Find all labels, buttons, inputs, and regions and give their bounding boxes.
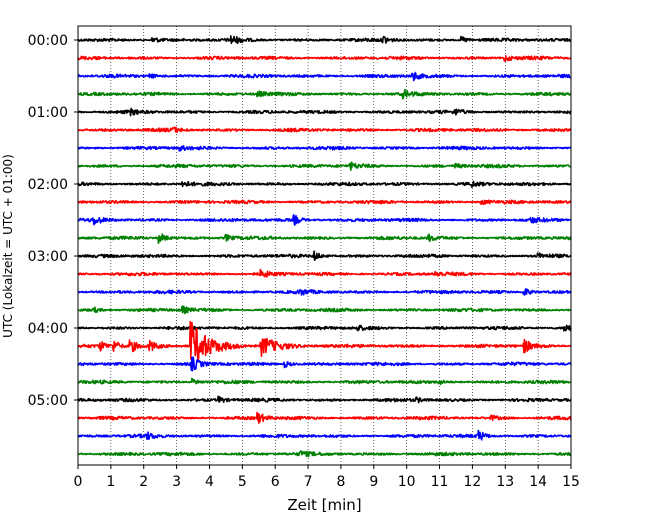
x-axis-label: Zeit [min]: [287, 496, 361, 514]
y-tick-label: 00:00: [28, 33, 68, 49]
trace-0015: [77, 55, 572, 63]
x-tick-label: 9: [369, 474, 378, 490]
trace-0545: [77, 450, 572, 458]
trace-0230: [77, 214, 572, 226]
trace-0200: [77, 180, 572, 188]
x-tick-label: 6: [271, 474, 280, 490]
x-tick-label: 7: [304, 474, 313, 490]
x-tick-label: 0: [74, 474, 83, 490]
x-ticks: 0 1 2 3 4 5 6 7 8 9 10 11 12 13 14 15: [74, 465, 580, 490]
trace-0315: [77, 268, 572, 278]
x-tick-label: 14: [529, 474, 547, 490]
trace-0215: [77, 199, 572, 206]
trace-0400: [77, 324, 572, 332]
y-tick-label: 05:00: [28, 393, 68, 409]
x-tick-label: 4: [205, 474, 214, 490]
x-tick-label: 10: [398, 474, 416, 490]
y-tick-label: 04:00: [28, 321, 68, 337]
trace-0415: [77, 320, 572, 362]
trace-0445: [77, 377, 572, 386]
trace-0000: [77, 35, 572, 45]
trace-0515: [77, 411, 572, 424]
y-tick-label: 03:00: [28, 249, 68, 265]
y-tick-label: 01:00: [28, 105, 68, 121]
y-ticks: 00:00 01:00 02:00 03:00 04:00 05:00: [28, 33, 78, 409]
y-tick-label: 02:00: [28, 177, 68, 193]
plot-frame: [77, 25, 572, 466]
x-tick-label: 3: [172, 474, 181, 490]
trace-0145: [77, 161, 572, 171]
y-axis-label: UTC (Lokalzeit = UTC + 01:00): [1, 154, 15, 338]
trace-0330: [77, 288, 572, 296]
trace-0045: [77, 88, 572, 100]
trace-0130: [77, 145, 572, 152]
x-tick-label: 13: [496, 474, 514, 490]
trace-0430: [77, 356, 572, 372]
trace-0100: [77, 107, 572, 117]
trace-0030: [77, 71, 572, 82]
trace-0530: [77, 429, 572, 441]
x-tick-label: 15: [562, 474, 580, 490]
trace-0300: [77, 250, 572, 261]
x-tick-label: 5: [238, 474, 247, 490]
x-tick-label: 12: [463, 474, 481, 490]
trace-0500: [77, 395, 572, 404]
x-tick-label: 2: [139, 474, 148, 490]
trace-0115: [77, 126, 572, 133]
grid-lines: [110, 26, 539, 465]
traces: [77, 35, 572, 458]
trace-0245: [77, 233, 572, 245]
x-tick-label: 1: [106, 474, 115, 490]
trace-0345: [77, 305, 572, 315]
x-tick-label: 8: [336, 474, 345, 490]
x-tick-label: 11: [431, 474, 449, 490]
